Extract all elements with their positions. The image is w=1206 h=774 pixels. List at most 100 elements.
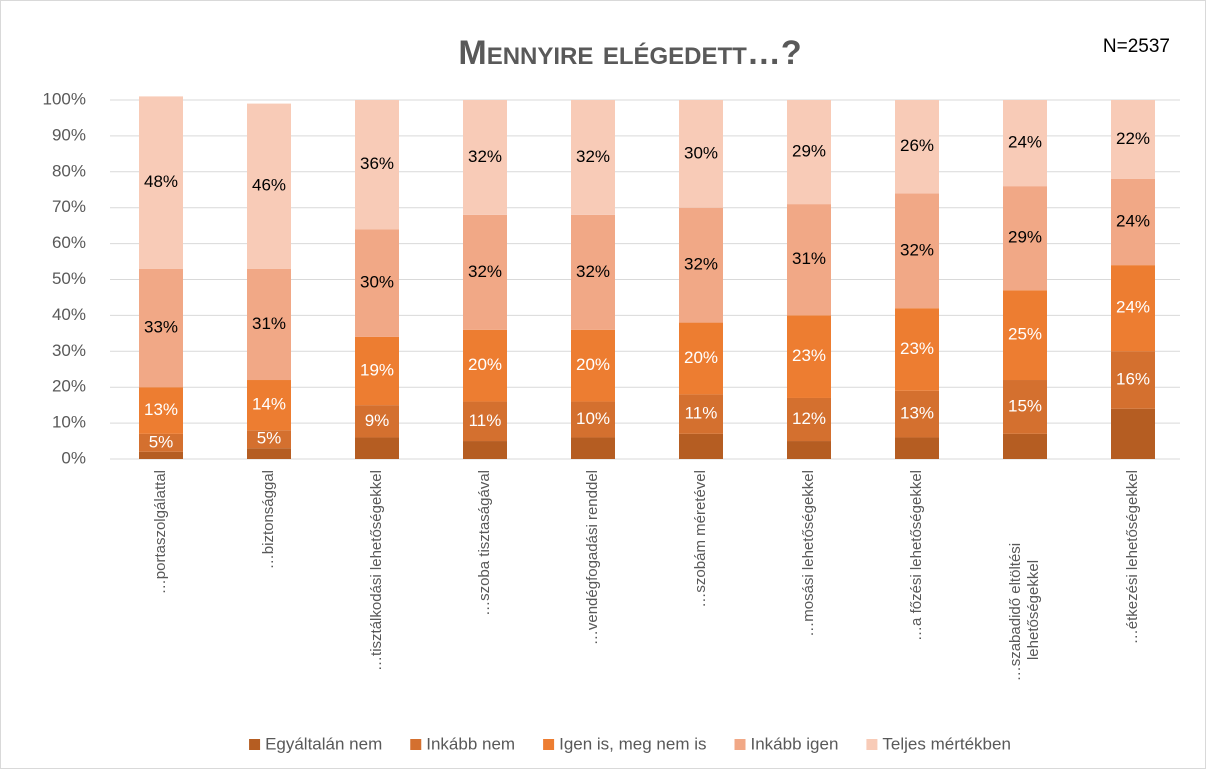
legend-label: Inkább igen [751,734,839,753]
data-label: 31% [792,249,826,268]
data-label: 11% [469,411,502,430]
bar-segment [463,100,507,215]
data-label: 15% [1008,396,1042,415]
bar-segment [787,441,831,459]
bar-segment [1003,380,1047,434]
bar-segment [571,100,615,215]
y-tick-label: 40% [52,305,86,324]
data-label: 32% [468,147,502,166]
y-tick-label: 50% [52,269,86,288]
bar-segment [463,401,507,442]
data-label: 48% [144,172,178,191]
y-tick-label: 0% [61,448,86,467]
x-tick-label: …étkezési lehetőségekkel [1124,470,1141,644]
bar-segment [571,437,615,459]
y-tick-label: 60% [52,233,86,252]
bar-segment [1111,100,1155,179]
chart-title: Mennyire elégedett…? [458,34,801,72]
bar-segment [1111,178,1155,266]
data-label: 31% [252,314,286,333]
y-tick-label: 80% [52,161,86,180]
bar-segment [787,315,831,398]
data-label: 14% [252,395,286,414]
data-label: 24% [1116,298,1150,317]
data-label: 5% [257,429,282,448]
data-label: 32% [576,147,610,166]
data-label: 23% [792,346,826,365]
x-tick-label: …vendégfogadási renddel [584,470,601,645]
bar-segment [247,103,291,269]
bar-segment [571,401,615,438]
x-tick-label: …biztonsággal [260,470,277,569]
y-tick-label: 70% [52,197,86,216]
bar-segment [679,433,723,459]
data-label: 20% [684,348,718,367]
data-label: 9% [365,411,390,430]
x-tick-label: …szoba tisztaságával [476,470,493,616]
bar-segment [895,308,939,391]
bar-segment [139,96,183,269]
legend-label: Teljes mértékben [882,734,1011,753]
bar-segment [463,441,507,459]
x-tick-label: …tisztálkodási lehetőségekkel [368,470,385,671]
data-label: 10% [576,409,610,428]
bar-segment [679,394,723,434]
data-label: 32% [468,262,502,281]
bar-segment [1111,265,1155,352]
bar-segment [571,214,615,330]
legend-swatch [866,739,878,750]
x-tick-label: …mosási lehetőségekkel [800,470,817,637]
bar-segment [139,451,183,459]
legend-label: Igen is, meg nem is [559,734,706,753]
data-label: 32% [576,262,610,281]
data-label: 26% [900,136,934,155]
y-tick-label: 10% [52,413,86,432]
bar-segment [1111,408,1155,459]
bar-segment [679,100,723,208]
y-tick-label: 20% [52,377,86,396]
bar-segment [1003,186,1047,291]
legend-swatch [249,739,261,750]
data-label: 23% [900,339,934,358]
bar-segment [679,322,723,395]
bar-segment [679,207,723,323]
bar-segment [895,390,939,438]
bar-segment [355,336,399,406]
data-label: 20% [468,355,502,374]
bar-segment [463,329,507,402]
data-label: 29% [1008,228,1042,247]
bar-segment [247,448,291,459]
data-label: 20% [576,355,610,374]
y-tick-label: 100% [43,89,86,108]
data-label: 29% [792,142,826,161]
x-tick-label: …a főzési lehetőségekkel [908,470,925,641]
bar-segment [247,380,291,431]
bar-segment [787,397,831,442]
data-label: 25% [1008,325,1042,344]
y-tick-label: 30% [52,341,86,360]
bar-segment [1003,290,1047,381]
data-label: 32% [684,255,718,274]
bar-segment [787,100,831,205]
bar-segment [247,430,291,449]
data-label: 13% [144,400,178,419]
legend-label: Inkább nem [426,734,515,753]
bar-segment [139,268,183,388]
legend-label: Egyáltalán nem [265,734,382,753]
data-label: 13% [900,404,934,423]
data-label: 30% [360,273,394,292]
legend-swatch [410,739,422,750]
bar-segment [355,100,399,230]
data-label: 36% [360,154,394,173]
bar-segment [895,100,939,194]
bar-segment [355,229,399,337]
bar-segment [139,433,183,452]
bar-segment [895,193,939,309]
legend-swatch [543,739,555,750]
y-tick-label: 90% [52,125,86,144]
data-label: 22% [1116,129,1150,148]
bar-segment [895,437,939,459]
data-label: 5% [149,432,174,451]
data-label: 16% [1116,370,1150,389]
